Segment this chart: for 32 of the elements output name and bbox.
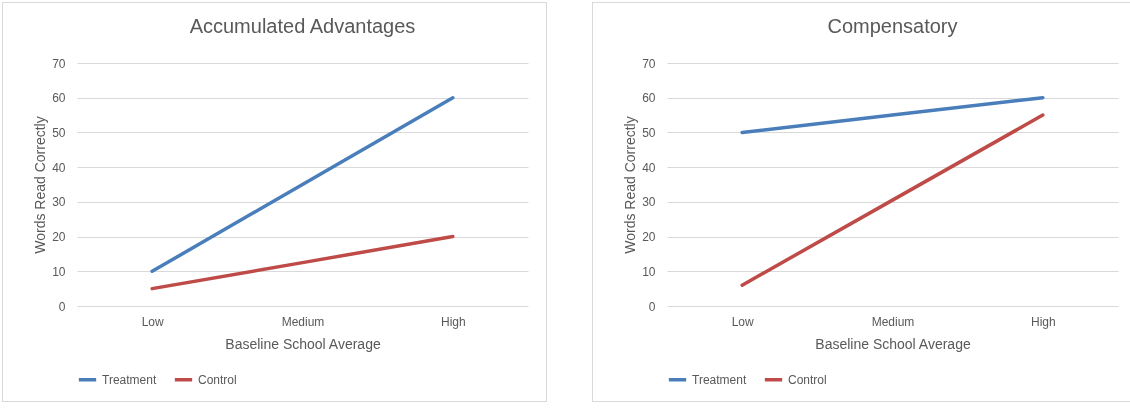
y-tick-label: 50 (642, 125, 656, 140)
y-tick-label: 10 (52, 264, 66, 279)
x-axis-title: Baseline School Average (225, 335, 381, 352)
x-tick-label: Low (141, 314, 165, 329)
y-tick-label: 40 (52, 160, 66, 175)
chart-title: Accumulated Advantages (189, 15, 416, 37)
y-tick-label: 0 (648, 299, 656, 314)
y-tick-label: 10 (642, 264, 656, 279)
y-axis-title: Words Read Correctly (622, 116, 639, 254)
x-axis-title: Baseline School Average (815, 335, 971, 352)
y-tick-label: 30 (52, 195, 66, 210)
y-tick-label: 20 (52, 230, 66, 245)
legend-label: Treatment (692, 372, 747, 387)
y-tick-label: 60 (642, 91, 656, 106)
x-tick-label: Medium (281, 314, 325, 329)
x-tick-label: High (440, 314, 466, 329)
y-tick-label: 70 (642, 56, 656, 71)
y-tick-label: 70 (52, 56, 66, 71)
x-tick-label: High (1030, 314, 1056, 329)
y-tick-label: 30 (642, 195, 656, 210)
legend-label: Control (788, 372, 827, 387)
y-tick-label: 60 (52, 91, 66, 106)
x-tick-label: Medium (871, 314, 915, 329)
y-tick-label: 50 (52, 125, 66, 140)
chart-title: Compensatory (827, 15, 958, 37)
y-tick-label: 0 (58, 299, 66, 314)
y-tick-label: 20 (642, 230, 656, 245)
legend-label: Control (198, 372, 237, 387)
x-tick-label: Low (731, 314, 755, 329)
legend-label: Treatment (102, 372, 157, 387)
y-tick-label: 40 (642, 160, 656, 175)
y-axis-title: Words Read Correctly (32, 116, 49, 254)
